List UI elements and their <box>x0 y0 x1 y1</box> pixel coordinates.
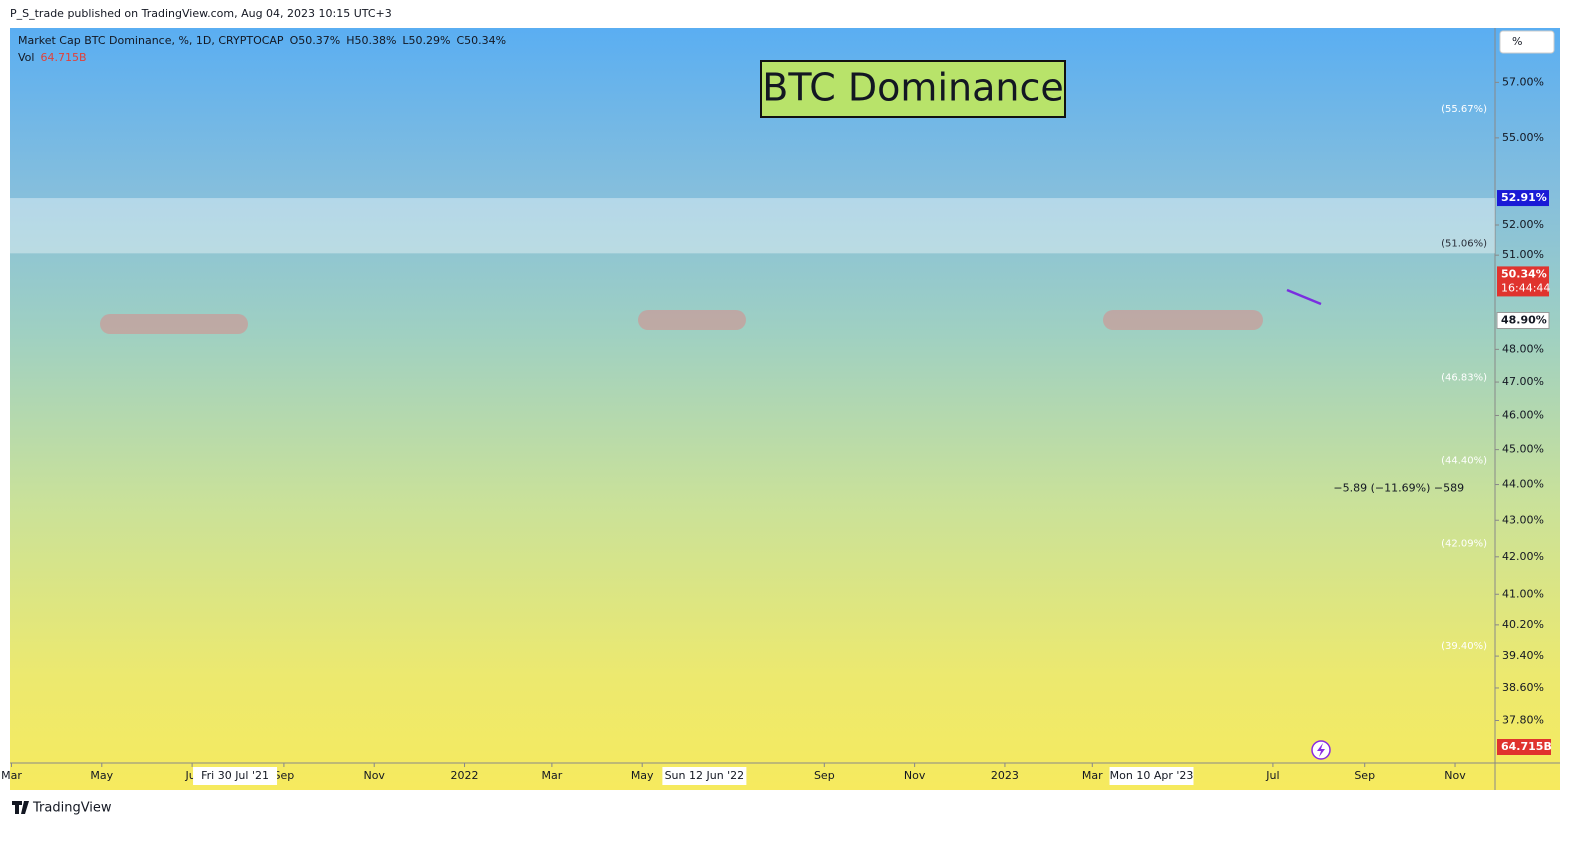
vline-tag <box>1109 767 1194 785</box>
last-price-label: 50.34% <box>1501 267 1547 280</box>
y-tick-label: 44.00% <box>1502 478 1544 491</box>
vline-tag <box>193 767 278 785</box>
ohlc: O50.37% <box>290 34 341 47</box>
zone <box>10 198 1495 254</box>
scale-button[interactable] <box>1499 30 1555 54</box>
ohlc: C50.34% <box>456 34 506 47</box>
volume-legend: Vol 64.715B <box>18 51 87 64</box>
ohlc: H50.38% <box>346 34 396 47</box>
x-tick-label: Nov <box>1444 769 1466 782</box>
pane <box>10 198 1495 334</box>
y-tick-label: 43.00% <box>1502 513 1544 526</box>
publisher: P_S_trade published on TradingView.com, … <box>10 7 392 20</box>
x-tick-label: Nov <box>904 769 926 782</box>
x-tick-label: Sep <box>814 769 835 782</box>
x-tick-label: Nov <box>363 769 385 782</box>
level-tag-label: 48.90% <box>1501 313 1547 326</box>
y-tick-label: 37.80% <box>1502 714 1544 727</box>
x-tick-label: May <box>90 769 113 782</box>
last-price-tag <box>1497 266 1549 297</box>
level-tag <box>1496 311 1550 329</box>
volume-title: Vol <box>18 51 34 64</box>
vline-tag <box>662 767 747 785</box>
y-tick-label: 51.00% <box>1502 248 1544 261</box>
vline-label: Sun 12 Jun '22 <box>665 769 745 782</box>
x-tick-label: 2022 <box>451 769 479 782</box>
y-tick-label: 57.00% <box>1502 75 1544 88</box>
vline-label: Mon 10 Apr '23 <box>1110 769 1194 782</box>
background <box>10 28 1560 790</box>
x-tick-label: Sep <box>1354 769 1375 782</box>
countdown: 16:44:44 <box>1501 281 1550 294</box>
x-tick-label: Sep <box>274 769 295 782</box>
title-frame <box>760 60 1066 118</box>
measure-label: −5.89 (−11.69%) −589 <box>1333 482 1464 495</box>
level-label: (39.40%) <box>1441 641 1487 652</box>
y-tick-label: 46.00% <box>1502 408 1544 421</box>
level-label: (42.09%) <box>1441 538 1487 549</box>
level-label: (44.40%) <box>1441 455 1487 466</box>
y-tick-label: 38.60% <box>1502 681 1544 694</box>
y-tick-label: 42.00% <box>1502 550 1544 563</box>
vline-label: Fri 30 Jul '21 <box>201 769 269 782</box>
chart-title: BTC Dominance <box>762 66 1063 110</box>
brand-logo <box>12 801 29 814</box>
level-label: (55.67%) <box>1441 104 1487 115</box>
level-label: (51.06%) <box>1441 238 1487 249</box>
level-label: (46.83%) <box>1441 373 1487 384</box>
y-tick-label: 47.00% <box>1502 375 1544 388</box>
symbol: Market Cap BTC Dominance, %, 1D, CRYPTOC… <box>18 34 506 47</box>
highlight <box>638 310 746 330</box>
alert-bolt <box>1317 743 1325 757</box>
ohlc: L50.29% <box>402 34 450 47</box>
y-tick-label: 39.40% <box>1502 649 1544 662</box>
x-tick-label: Mar <box>542 769 563 782</box>
y-tick-label: 52.00% <box>1502 218 1544 231</box>
trendline <box>1286 288 1322 306</box>
highlight <box>100 314 248 334</box>
y-tick-label: 55.00% <box>1502 131 1544 144</box>
level-tag-label: 52.91% <box>1501 191 1547 204</box>
volume-value: 64.715B <box>40 51 86 64</box>
highlight <box>1103 310 1263 330</box>
scale-button-label[interactable]: % <box>1512 35 1522 48</box>
title-box: BTC Dominance <box>760 60 1066 118</box>
x-tick-label: May <box>631 769 654 782</box>
y-tick-label: 40.20% <box>1502 618 1544 631</box>
x-tick-label: 2023 <box>991 769 1019 782</box>
volume-tag-label: 64.715B <box>1501 740 1552 753</box>
symbol-name: Market Cap BTC Dominance, %, 1D, CRYPTOC… <box>18 34 284 47</box>
y-tick-label: 41.00% <box>1502 587 1544 600</box>
y-tick-label: 48.00% <box>1502 342 1544 355</box>
x-tick-label: Mar <box>1 769 22 782</box>
brand: TradingView <box>32 801 112 816</box>
y-tick-label: 45.00% <box>1502 443 1544 456</box>
x-tick-label: Mar <box>1082 769 1103 782</box>
x-tick-label: Jul <box>1265 769 1279 782</box>
volume-tag <box>1497 739 1551 755</box>
level-tag <box>1497 190 1549 207</box>
